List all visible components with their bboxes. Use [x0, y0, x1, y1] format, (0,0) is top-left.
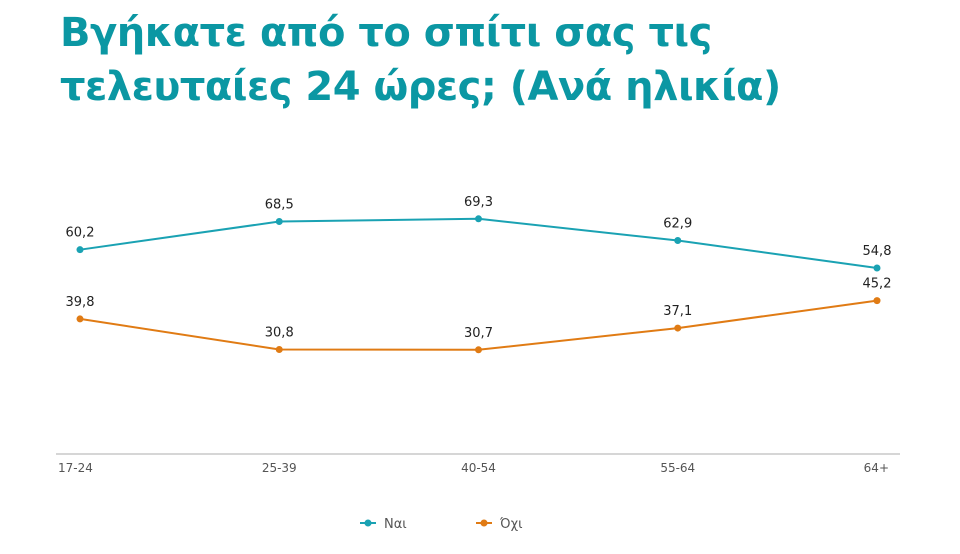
- data-point: [76, 315, 84, 323]
- legend-label: Ναι: [384, 517, 407, 532]
- x-tick-label: 17-24: [58, 461, 93, 475]
- data-label: 45,2: [863, 277, 892, 292]
- data-label: 30,7: [464, 326, 493, 341]
- data-point: [674, 237, 682, 245]
- x-tick-label: 40-54: [461, 461, 496, 475]
- data-point: [76, 246, 84, 254]
- data-label: 62,9: [663, 217, 692, 232]
- data-label: 37,1: [663, 304, 692, 319]
- series-line-0: [79, 217, 878, 269]
- legend-marker: [364, 519, 372, 527]
- x-tick-label: 25-39: [262, 461, 297, 475]
- legend-label: Όχι: [499, 517, 522, 532]
- legend-marker: [480, 519, 488, 527]
- data-point: [873, 297, 881, 305]
- data-point: [275, 218, 283, 226]
- data-label: 30,8: [265, 325, 294, 340]
- data-label: 60,2: [66, 226, 95, 241]
- x-tick-label: 55-64: [660, 461, 695, 475]
- data-point: [275, 345, 283, 353]
- data-label: 68,5: [265, 198, 294, 213]
- data-point: [674, 324, 682, 332]
- data-label: 39,8: [66, 295, 95, 310]
- data-label: 69,3: [464, 195, 493, 210]
- data-point: [475, 346, 482, 354]
- data-label: 54,8: [863, 244, 892, 259]
- x-tick-label: 64+: [864, 461, 889, 475]
- data-point: [475, 215, 482, 223]
- page-title: Βγήκατε από το σπίτι σας τις τελευταίες …: [60, 10, 781, 110]
- data-point: [873, 264, 881, 272]
